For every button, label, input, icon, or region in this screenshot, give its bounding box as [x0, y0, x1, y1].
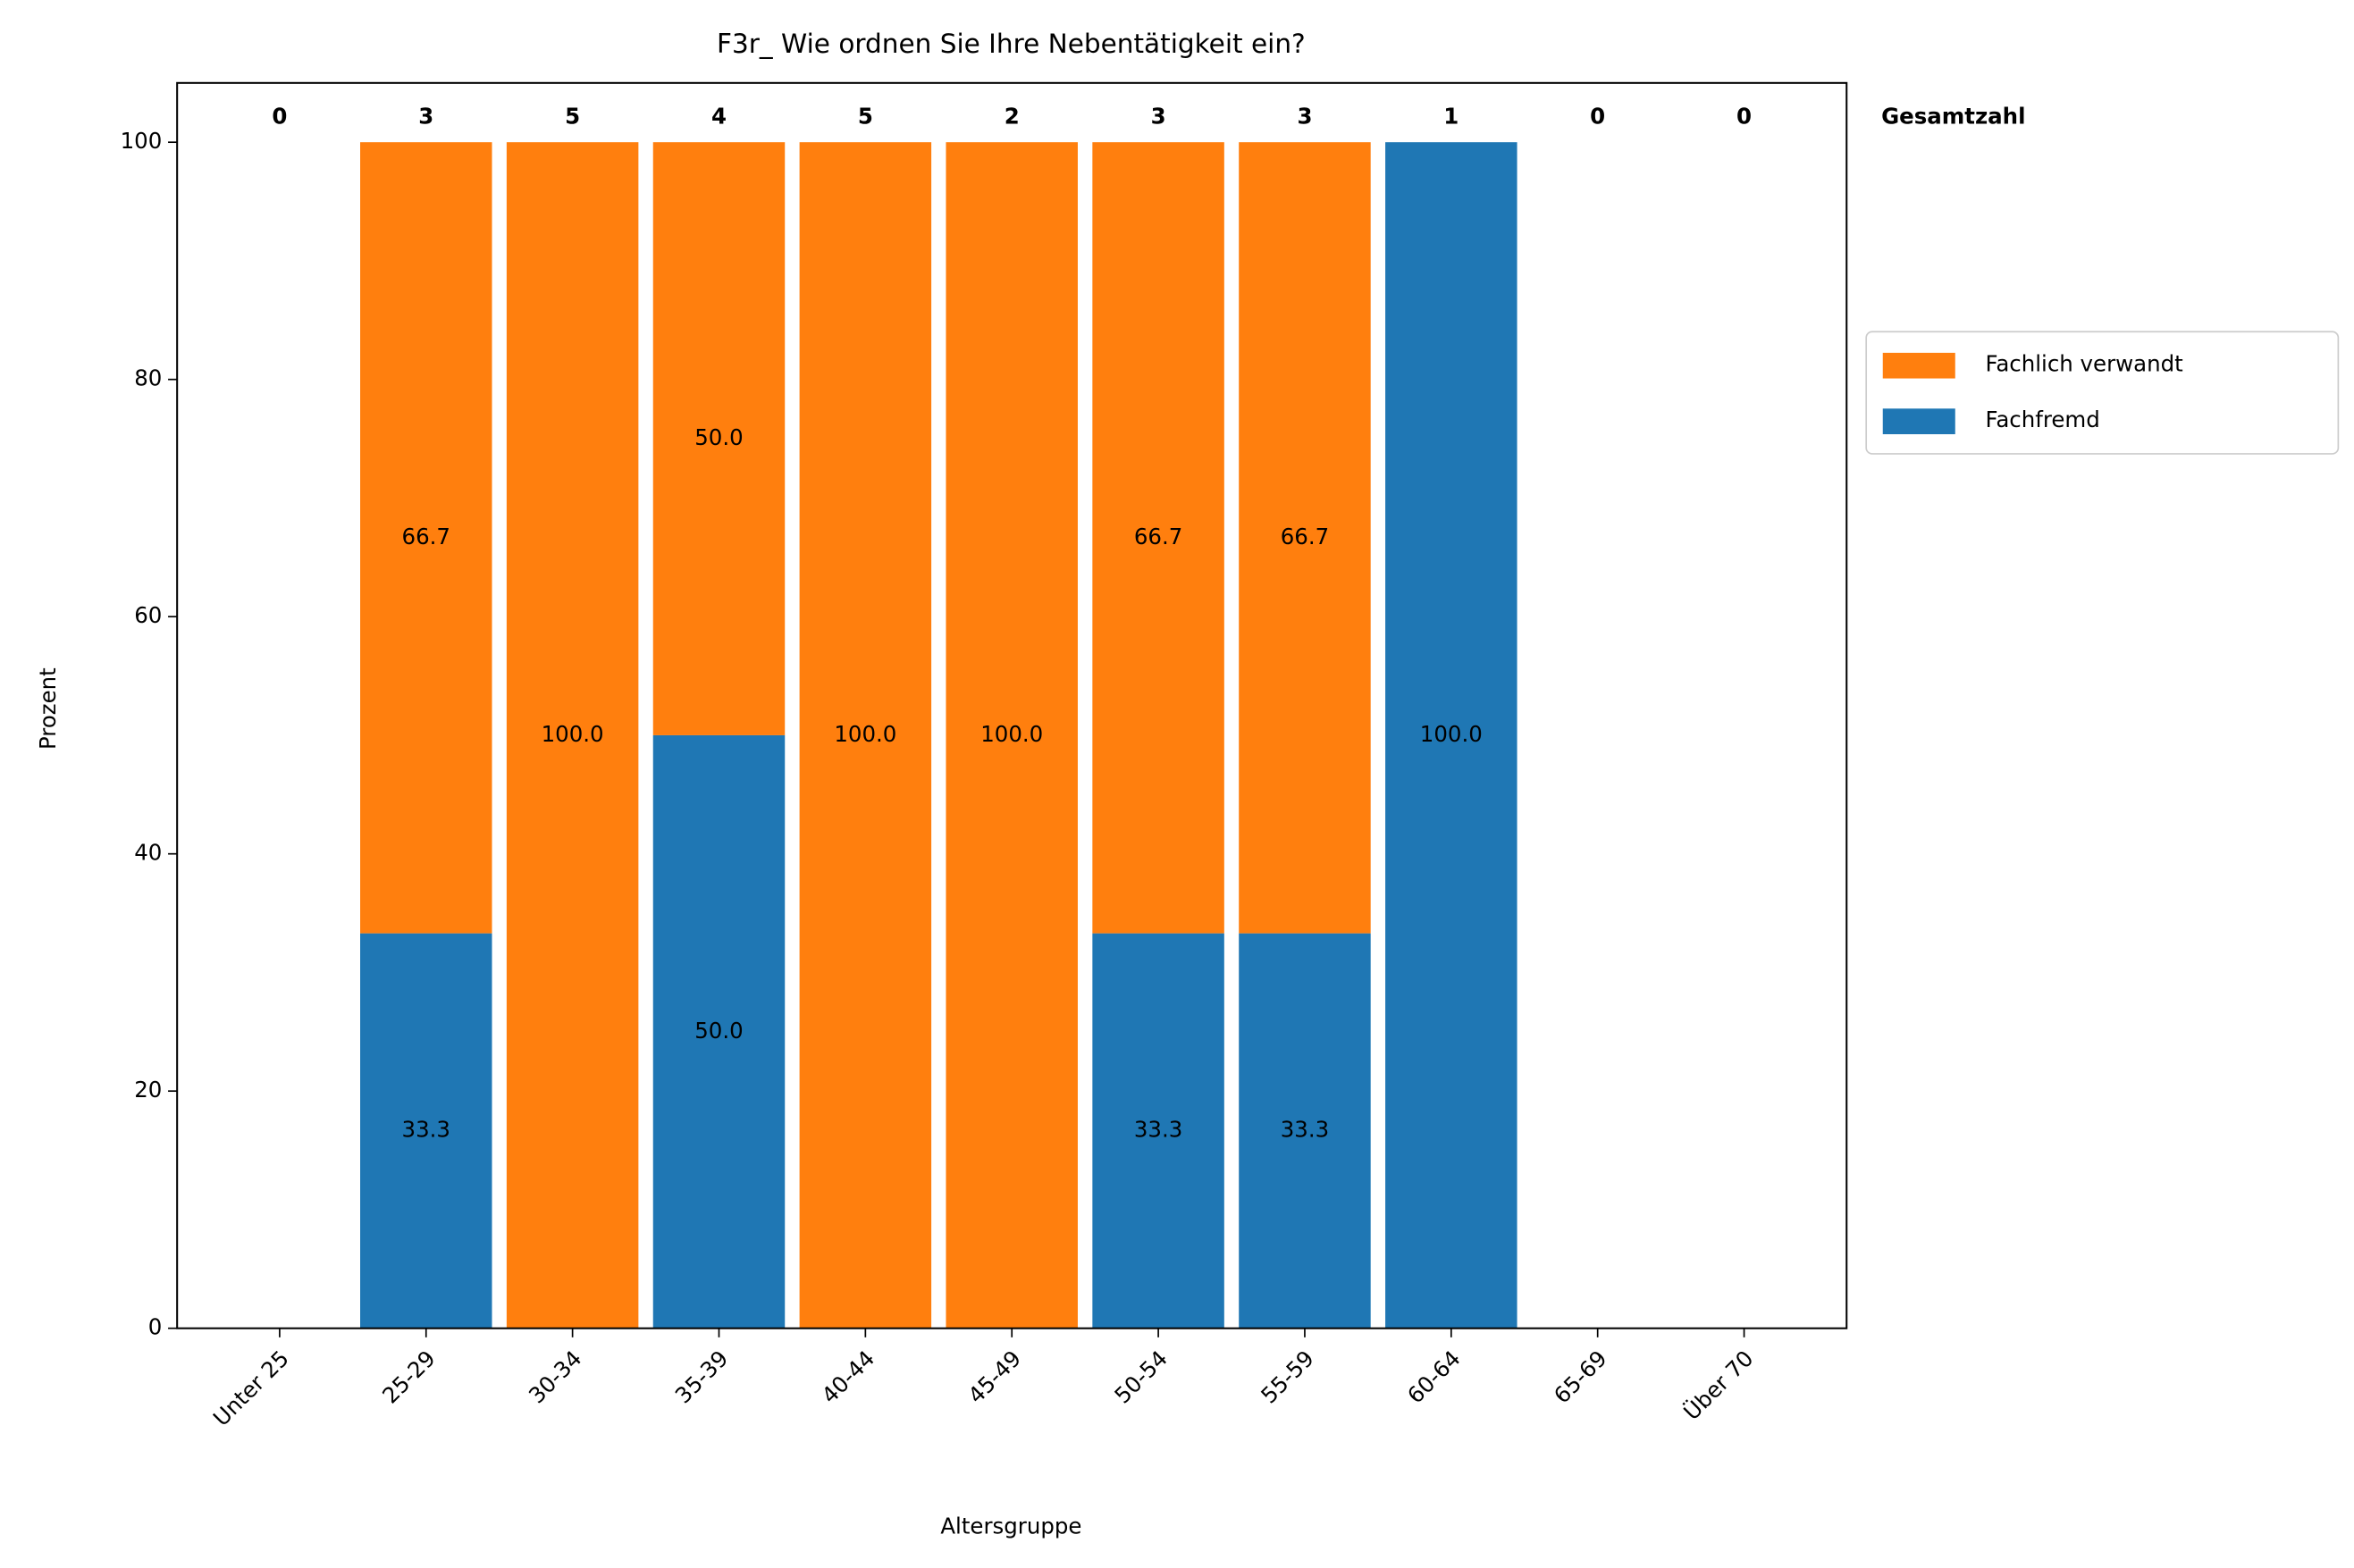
total-label: 1 — [1443, 104, 1459, 130]
bar-segment — [360, 933, 492, 1329]
plot-frame — [176, 81, 1848, 1329]
y-axis-label: Prozent — [35, 667, 61, 750]
value-label: 100.0 — [834, 721, 896, 747]
bar-segment — [1092, 933, 1224, 1329]
bar-segment — [946, 142, 1078, 1329]
value-label: 100.0 — [980, 721, 1043, 747]
value-label: 50.0 — [694, 1018, 743, 1044]
legend-label: Fachfremd — [1986, 407, 2100, 432]
value-label: 33.3 — [402, 1117, 450, 1143]
bar-segment — [1385, 142, 1517, 1329]
y-tick-label: 100 — [121, 128, 163, 154]
total-label: 5 — [565, 104, 580, 130]
y-tick-label: 40 — [134, 840, 162, 866]
value-label: 100.0 — [1420, 721, 1483, 747]
value-label: 66.7 — [1281, 524, 1329, 549]
bar-segment — [360, 142, 492, 934]
total-label: 3 — [418, 104, 433, 130]
bar-segment — [506, 142, 639, 1329]
total-label: 0 — [272, 104, 287, 130]
total-label: 2 — [1005, 104, 1020, 130]
bar-segment — [1239, 933, 1371, 1329]
total-label: 5 — [858, 104, 873, 130]
legend-swatch — [1882, 352, 1955, 379]
y-tick-label: 60 — [134, 602, 162, 628]
value-label: 33.3 — [1281, 1117, 1329, 1143]
bar-segment — [652, 734, 786, 1329]
bar-segment — [799, 142, 932, 1329]
value-label: 33.3 — [1134, 1117, 1182, 1143]
legend-box — [1865, 331, 2340, 455]
x-axis-label: Altersgruppe — [940, 1513, 1081, 1539]
total-label: 0 — [1590, 104, 1605, 130]
total-label: 3 — [1297, 104, 1312, 130]
bar-segment — [1239, 142, 1371, 934]
legend-swatch — [1882, 408, 1955, 434]
bar-segment — [652, 142, 786, 735]
y-tick-label: 0 — [148, 1314, 163, 1340]
y-tick-label: 20 — [134, 1077, 162, 1103]
value-label: 50.0 — [694, 424, 743, 450]
total-label: 4 — [711, 104, 727, 130]
total-label: 3 — [1151, 104, 1166, 130]
value-label: 100.0 — [542, 721, 604, 747]
legend-label: Fachlich verwandt — [1986, 350, 2183, 376]
chart-title: F3r_ Wie ordnen Sie Ihre Nebentätigkeit … — [717, 29, 1306, 59]
totals-title: Gesamtzahl — [1881, 104, 2025, 130]
total-label: 0 — [1736, 104, 1752, 130]
value-label: 66.7 — [402, 524, 450, 549]
bar-segment — [1092, 142, 1224, 934]
value-label: 66.7 — [1134, 524, 1182, 549]
y-tick-label: 80 — [134, 365, 162, 391]
